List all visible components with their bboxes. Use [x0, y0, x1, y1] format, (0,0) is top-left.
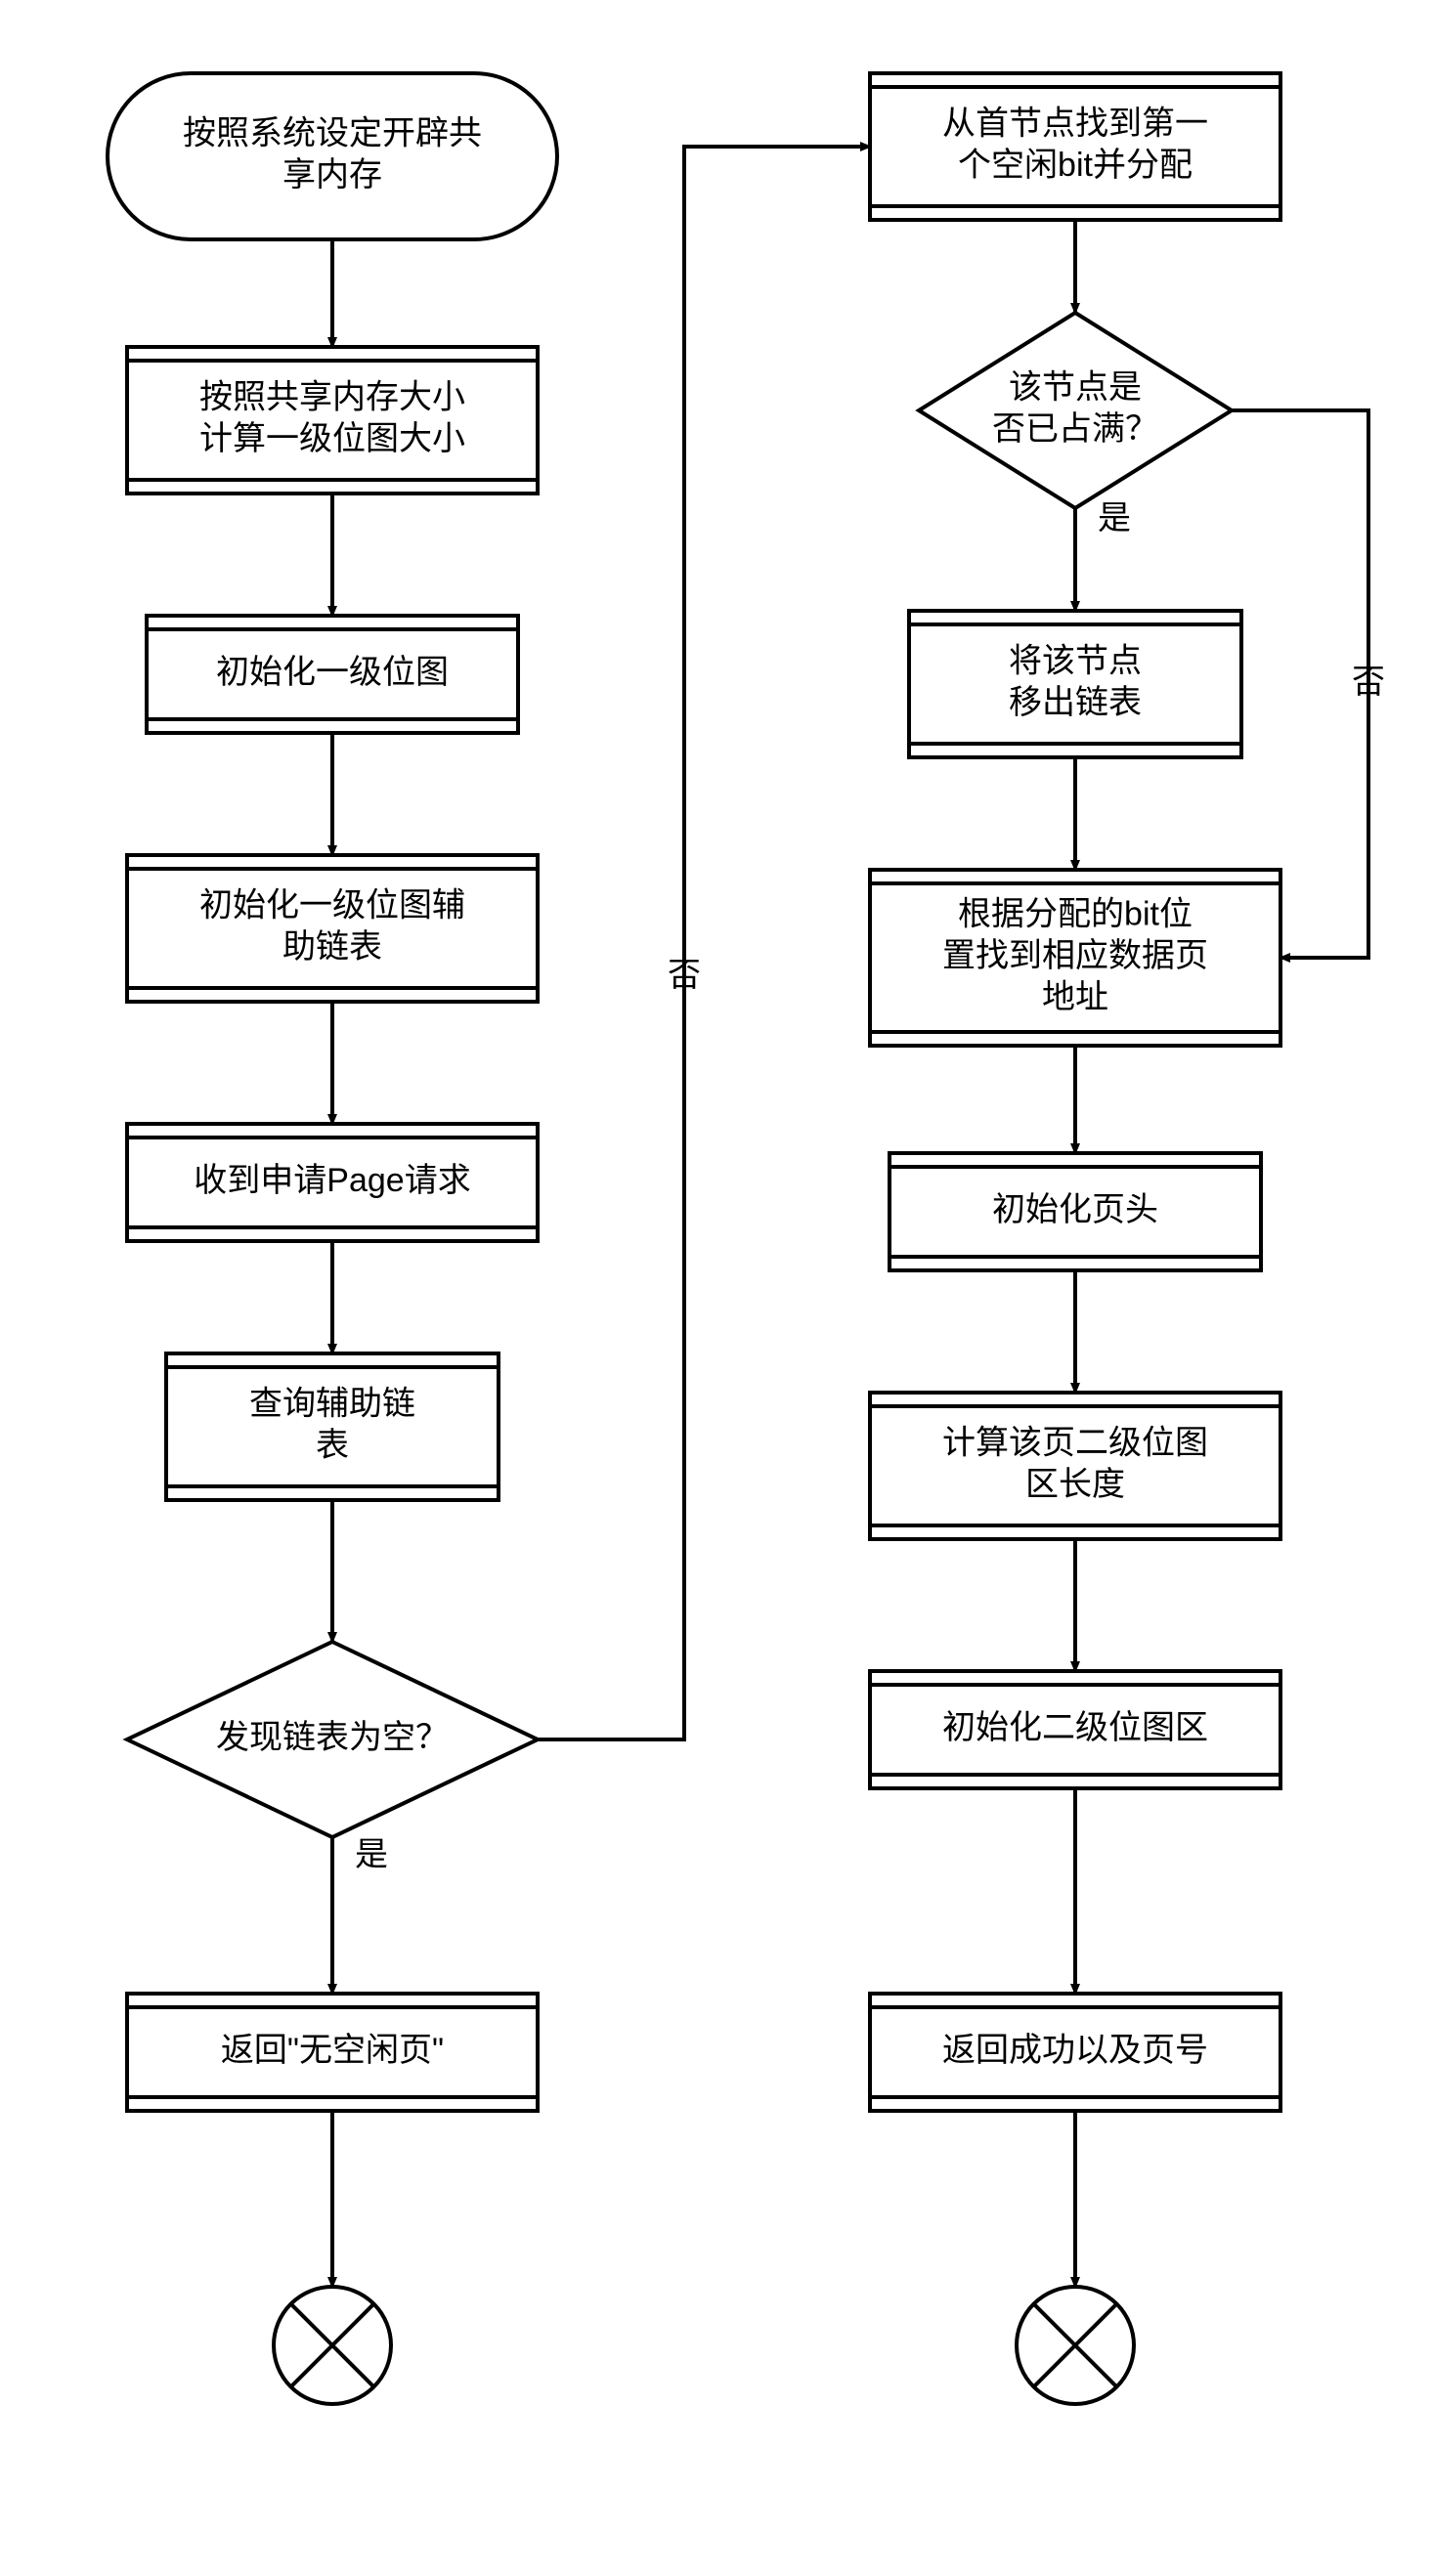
node-n13-text: 初始化页头: [992, 1191, 1158, 1228]
node-n4-text: 助链表: [282, 928, 382, 966]
flowchart-container: 是否是否按照系统设定开辟共享内存按照共享内存大小计算一级位图大小初始化一级位图初…: [0, 0, 1432, 2576]
node-n12-text: 根据分配的bit位: [958, 895, 1193, 932]
node-n5-text: 收到申请Page请求: [194, 1162, 470, 1199]
node-n8-text: 返回"无空闲页": [221, 2032, 444, 2069]
node-n4-text: 初始化一级位图辅: [199, 887, 465, 924]
node-n12-text: 地址: [1042, 978, 1108, 1015]
node-n2-text: 按照共享内存大小: [199, 379, 465, 416]
node-n12-text: 置找到相应数据页: [942, 937, 1208, 974]
node-n11-text: 移出链表: [1009, 684, 1142, 721]
node-n6-text: 查询辅助链: [249, 1386, 415, 1423]
nodes-group: 按照系统设定开辟共享内存按照共享内存大小计算一级位图大小初始化一级位图初始化一级…: [108, 73, 1280, 2404]
node-n9-text: 个空闲bit并分配: [958, 147, 1193, 184]
node-n1-text: 享内存: [282, 156, 382, 193]
node-n15-text: 初始化二级位图区: [942, 1709, 1208, 1746]
node-n10-text: 该节点是: [1009, 369, 1142, 407]
flowchart-svg: 是否是否按照系统设定开辟共享内存按照共享内存大小计算一级位图大小初始化一级位图初…: [0, 0, 1432, 2576]
node-n1-text: 按照系统设定开辟共: [183, 115, 482, 152]
node-n3-text: 初始化一级位图: [216, 654, 449, 691]
edge-label: 是: [1098, 499, 1131, 537]
edge-label: 否: [668, 957, 701, 994]
node-n9-text: 从首节点找到第一: [942, 106, 1208, 143]
node-n6-text: 表: [316, 1427, 349, 1464]
node-n16-text: 返回成功以及页号: [942, 2032, 1208, 2069]
node-n10-text: 否已占满？: [992, 410, 1158, 448]
node-n7-text: 发现链表为空？: [216, 1719, 449, 1756]
edge: [538, 147, 870, 1739]
node-n14-text: 计算该页二级位图: [942, 1425, 1208, 1462]
node-n2-text: 计算一级位图大小: [199, 420, 465, 457]
node-n11-text: 将该节点: [1009, 643, 1142, 680]
edge-label: 是: [355, 1836, 388, 1873]
node-n14-text: 区长度: [1025, 1466, 1125, 1503]
edge-label: 否: [1352, 664, 1385, 701]
